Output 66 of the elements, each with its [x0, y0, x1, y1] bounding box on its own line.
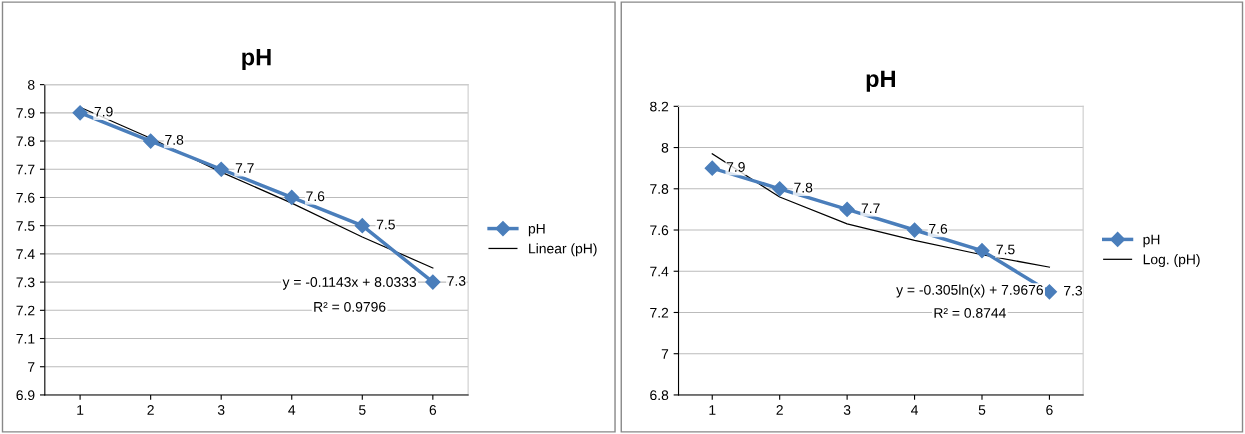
- legend-label: pH: [528, 223, 545, 237]
- y-tick-label: 8: [661, 142, 669, 153]
- y-tick-label: 7.4: [650, 266, 669, 277]
- y-tick-label: 8: [27, 79, 35, 90]
- data-label: 7.9: [94, 106, 113, 117]
- chart-title: pH: [242, 48, 271, 71]
- point: [839, 201, 855, 217]
- data-label: 7.8: [794, 182, 813, 193]
- y-tick-label: 8.2: [650, 101, 669, 112]
- x-tick-label: 2: [776, 405, 783, 415]
- point: [772, 181, 788, 197]
- y-tick-label: 7.8: [16, 136, 35, 147]
- x-tick-label: 6: [1046, 405, 1053, 415]
- x-tick-label: 1: [709, 405, 716, 415]
- y-tick-label: 7: [28, 362, 35, 372]
- y-tick-label: 7.1: [16, 334, 35, 344]
- y-tick-label: 7: [661, 349, 669, 359]
- data-label: 7.6: [929, 223, 948, 234]
- y-tick-label: 7.4: [16, 249, 35, 259]
- annotation: y = -0.1143x + 8.0333: [282, 277, 417, 290]
- x-tick-label: 6: [429, 405, 437, 415]
- x-tick-label: 2: [147, 405, 154, 415]
- annotation: R² = 0.8744: [934, 308, 1006, 318]
- point: [906, 222, 923, 238]
- point: [354, 218, 370, 234]
- data-label: 7.5: [996, 244, 1015, 255]
- y-tick-label: 7.7: [16, 164, 35, 175]
- y-tick-label: 7.6: [16, 192, 35, 203]
- point: [284, 189, 300, 206]
- annotation: y = -0.305ln(x) + 7.9676: [896, 284, 1043, 298]
- data-label: 7.5: [376, 219, 395, 230]
- y-tick-label: 7.8: [650, 184, 669, 194]
- legend-label: Linear (pH): [529, 243, 597, 257]
- data-label: 7.8: [165, 134, 184, 145]
- point: [72, 105, 88, 121]
- y-tick-label: 7.2: [16, 305, 35, 316]
- data-label: 7.9: [726, 162, 745, 172]
- y-tick-label: 7.2: [650, 307, 669, 318]
- point: [143, 133, 159, 149]
- y-tick-label: 6.9: [16, 390, 35, 401]
- y-tick-label: 7.3: [16, 277, 35, 288]
- y-tick-label: 7.5: [16, 221, 35, 231]
- point: [425, 274, 441, 290]
- legend-label: Log. (pH): [1143, 254, 1200, 268]
- x-tick-label: 4: [911, 405, 919, 415]
- point: [213, 161, 229, 177]
- y-tick-label: 7.6: [650, 225, 669, 236]
- data-label: 7.6: [306, 191, 325, 202]
- point: [704, 160, 720, 176]
- data-label: 7.7: [861, 203, 880, 213]
- chart-title: pH: [866, 70, 895, 92]
- x-tick-label: 5: [358, 405, 366, 415]
- data-label: 7.3: [447, 275, 466, 286]
- legend-label: pH: [1143, 234, 1160, 248]
- y-tick-label: 6.8: [650, 390, 669, 401]
- data-label: 7.7: [235, 163, 254, 173]
- x-tick-label: 4: [288, 405, 296, 415]
- x-tick-label: 1: [77, 405, 84, 415]
- x-tick-label: 3: [843, 405, 851, 415]
- point: [974, 243, 990, 259]
- x-tick-label: 3: [217, 405, 225, 415]
- annotation: R² = 0.9796: [314, 301, 386, 312]
- line-series: [711, 153, 1051, 268]
- data-label: 7.3: [1064, 285, 1083, 296]
- y-tick-label: 7.9: [16, 108, 35, 119]
- x-tick-label: 5: [978, 405, 986, 415]
